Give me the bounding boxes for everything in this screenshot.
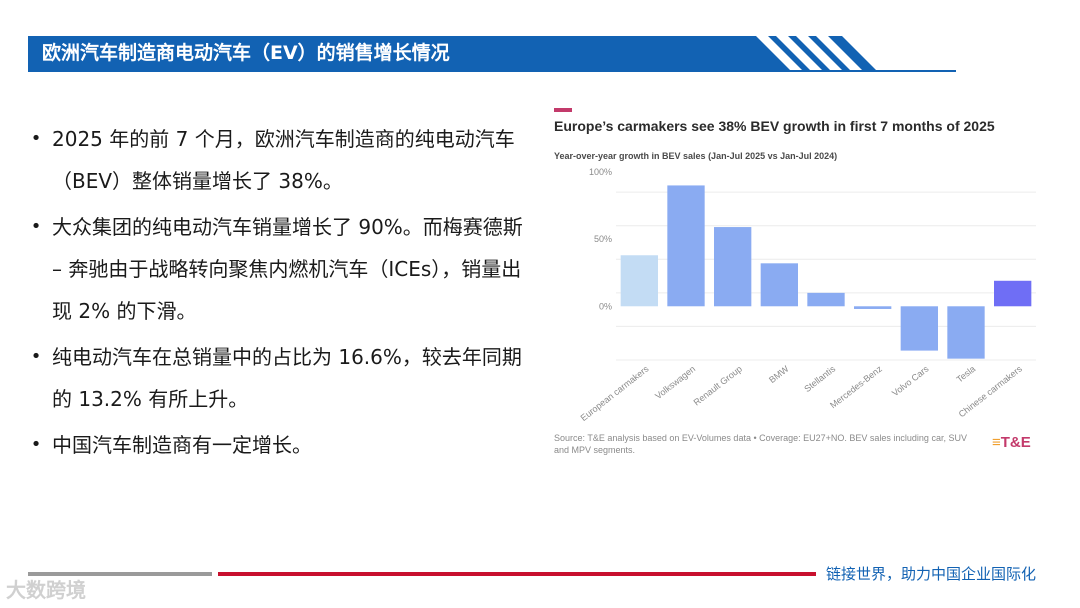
bar [807, 292, 845, 307]
bullet-dot-icon: • [30, 216, 42, 237]
bar [900, 306, 938, 351]
bar [667, 185, 705, 307]
bullet-text: 中国汽车制造商有一定增长。 [52, 433, 312, 457]
x-tick-label: BMW [767, 363, 791, 385]
x-tick-label: Volvo Cars [890, 363, 931, 398]
chart-title: Europe’s carmakers see 38% BEV growth in… [554, 118, 995, 134]
bullet-list: • 2025 年的前 7 个月，欧洲汽车制造商的纯电动汽车（BEV）整体销量增长… [28, 118, 528, 470]
banner-stripes [756, 36, 956, 70]
bullet-item: • 2025 年的前 7 个月，欧洲汽车制造商的纯电动汽车（BEV）整体销量增长… [28, 118, 528, 202]
bar [714, 227, 752, 307]
bullet-text: 纯电动汽车在总销量中的占比为 16.6%，较去年同期的 13.2% 有所上升。 [52, 345, 522, 411]
bullet-dot-icon: • [30, 346, 42, 367]
x-tick-label: European carmakers [579, 363, 651, 423]
footer-red-line [218, 572, 816, 576]
bar [760, 263, 798, 307]
bullet-text: 大众集团的纯电动汽车销量增长了 90%。而梅赛德斯 – 奔驰由于战略转向聚焦内燃… [52, 215, 523, 323]
x-tick-label: Tesla [955, 364, 978, 385]
y-tick-label: 50% [594, 234, 612, 244]
title-banner: 欧洲汽车制造商电动汽车（EV）的销售增长情况 [28, 36, 956, 70]
chart-subtitle: Year-over-year growth in BEV sales (Jan-… [554, 151, 838, 161]
bullet-text: 2025 年的前 7 个月，欧洲汽车制造商的纯电动汽车（BEV）整体销量增长了 … [52, 127, 515, 193]
footer-slogan: 链接世界，助力中国企业国际化 [826, 565, 1037, 583]
x-tick-label: Stellantis [802, 363, 837, 394]
y-tick-label: 100% [589, 167, 612, 177]
bar [947, 306, 985, 359]
bullet-item: • 大众集团的纯电动汽车销量增长了 90%。而梅赛德斯 – 奔驰由于战略转向聚焦… [28, 206, 528, 332]
bullet-dot-icon: • [30, 434, 42, 455]
bullet-item: • 中国汽车制造商有一定增长。 [28, 424, 528, 466]
chart-accent-bar [554, 108, 572, 112]
bar [994, 280, 1032, 307]
bar-chart: 100% 50% 0% European carmakers VolkswagenRen… [579, 167, 1036, 423]
banner-underline [28, 70, 956, 72]
watermark: 大数跨境 [6, 578, 86, 602]
bar [620, 255, 658, 307]
x-tick-label: Renault Group [692, 364, 744, 408]
bullet-item: • 纯电动汽车在总销量中的占比为 16.6%，较去年同期的 13.2% 有所上升… [28, 336, 528, 420]
brand-logo: ≡ T&E [992, 434, 1031, 451]
page-title: 欧洲汽车制造商电动汽车（EV）的销售增长情况 [42, 42, 450, 64]
y-tick-label: 0% [599, 301, 612, 311]
bullet-dot-icon: • [30, 128, 42, 149]
x-tick-label: Mercedes-Benz [828, 363, 884, 410]
chart-card: Europe’s carmakers see 38% BEV growth in… [552, 104, 1042, 464]
x-tick-label: Volkswagen [653, 364, 697, 401]
brand-logo-text: T&E [1000, 434, 1031, 451]
bar [854, 306, 892, 309]
footer-gray-line [28, 572, 212, 576]
chart-source: Source: T&E analysis based on EV-Volumes… [554, 433, 967, 455]
brand-bars-icon: ≡ [992, 434, 1001, 451]
